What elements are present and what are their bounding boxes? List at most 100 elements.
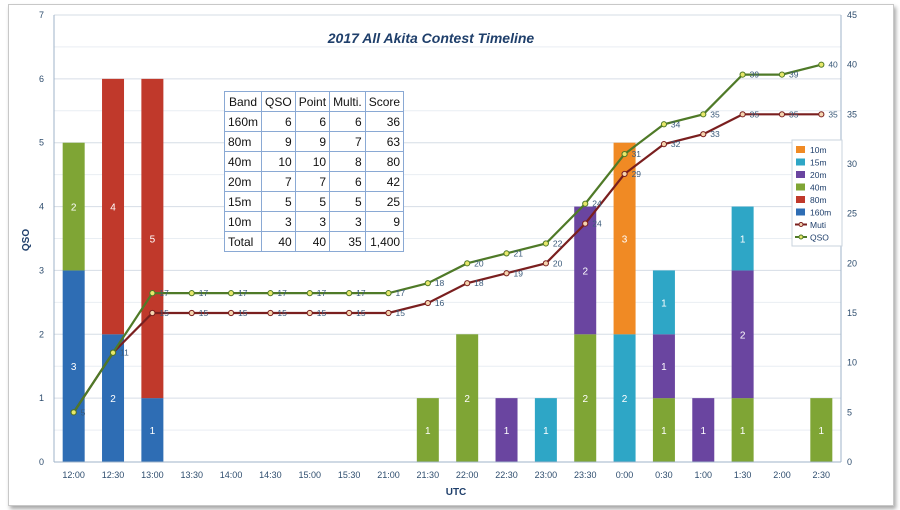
point-label-QSO: 35 [710, 109, 720, 119]
legend-label-15m: 15m [810, 158, 827, 168]
table-cell: 7 [261, 171, 296, 192]
bar-15m [613, 334, 636, 462]
table-header-cell: Point [294, 91, 331, 112]
legend-label-20m: 20m [810, 170, 827, 180]
point-label-Muti: 20 [553, 258, 563, 268]
point-label-Muti: 35 [750, 109, 760, 119]
x-tick-label: 12:30 [102, 470, 125, 480]
point-label-Muti: 15 [395, 308, 405, 318]
y-tick-label: 2 [39, 329, 44, 339]
contest-timeline-chart: 2017 All Akita Contest Timeline 32145212… [21, 10, 857, 498]
table-cell: 35 [329, 231, 366, 252]
table-cell: 3 [294, 211, 331, 232]
x-tick-label: 15:30 [338, 470, 361, 480]
bar-15m [652, 270, 675, 335]
table-cell: 9 [364, 211, 405, 232]
point-Muti [582, 220, 589, 227]
table-row: 20m 7 7 6 42 [223, 171, 405, 192]
bar-20m [495, 398, 518, 462]
gridlines [54, 14, 841, 463]
bar-value-label: 1 [661, 298, 667, 309]
bar-20m [574, 206, 597, 335]
bar-value-label: 1 [661, 426, 667, 437]
bar-value-label: 5 [150, 235, 156, 246]
table-cell: 10 [294, 151, 331, 172]
y2-tick-label: 20 [847, 258, 857, 268]
point-label-QSO: 39 [750, 70, 760, 80]
x-tick-label: 14:00 [220, 470, 243, 480]
point-label-QSO: 31 [632, 149, 642, 159]
x-tick-label: 13:30 [180, 470, 203, 480]
y-tick-label: 1 [39, 393, 44, 403]
score-table-header: Band QSO Point Multi. Score [223, 91, 405, 112]
point-label-Muti: 15 [238, 308, 248, 318]
x-tick-label: 14:30 [259, 470, 282, 480]
bar-160m [141, 398, 164, 462]
x-tick-label: 23:00 [535, 470, 558, 480]
bar-value-label: 1 [740, 235, 746, 246]
point-label-QSO: 17 [356, 288, 366, 298]
point-Muti [542, 260, 549, 267]
point-QSO [778, 71, 786, 78]
point-label-QSO: 34 [671, 119, 681, 129]
legend-label-Muti: Muti [810, 220, 826, 230]
point-label-Muti: 19 [514, 268, 524, 278]
point-label-QSO: 24 [592, 199, 602, 209]
point-QSO [621, 150, 628, 158]
table-cell: 6 [329, 111, 366, 132]
table-cell: 10m [223, 211, 263, 232]
legend-swatch-80m [796, 196, 805, 203]
point-Muti [778, 111, 786, 118]
point-label-Muti: 15 [356, 308, 366, 318]
point-QSO [227, 290, 235, 297]
bar-value-label: 1 [425, 426, 431, 437]
point-Muti [385, 309, 392, 317]
point-Muti [464, 280, 471, 287]
point-QSO [267, 290, 274, 297]
bar-40m [652, 398, 675, 462]
table-row: 40m 10 10 8 80 [223, 151, 405, 172]
point-QSO [542, 240, 549, 247]
x-tick-label: 22:00 [456, 470, 479, 480]
table-row: 80m 9 9 7 63 [223, 131, 405, 152]
point-QSO [739, 71, 746, 78]
point-Muti [700, 131, 707, 138]
point-label-QSO: 17 [159, 288, 169, 298]
bar-15m [534, 398, 557, 462]
y-tick-label: 5 [39, 138, 44, 148]
legend-label-160m: 160m [810, 208, 831, 218]
legend-label-QSO: QSO [810, 233, 829, 243]
bar-value-label: 3 [622, 235, 628, 246]
x-tick-label: 21:30 [417, 470, 440, 480]
bar-160m [102, 334, 125, 462]
bar-value-label: 1 [740, 426, 746, 437]
legend: 10m 15m 20m 40m 80m 160m Muti QSO [791, 139, 843, 247]
point-label-Muti: 32 [671, 139, 681, 149]
legend-label-10m: 10m [810, 145, 827, 155]
y2-tick-label: 5 [847, 407, 852, 417]
point-Muti [818, 111, 825, 118]
x-tick-label: 0:30 [655, 470, 673, 480]
bar-20m [652, 334, 675, 399]
point-QSO [188, 290, 195, 297]
table-header-cell: QSO [261, 91, 296, 112]
y-tick-label: 6 [39, 74, 44, 84]
point-label-Muti: 29 [632, 169, 642, 179]
table-cell: 40 [261, 231, 296, 252]
table-row: 10m 3 3 3 9 [223, 211, 405, 232]
table-cell: 15m [223, 191, 263, 212]
legend-swatch-40m [796, 183, 805, 191]
legend-label-40m: 40m [810, 183, 827, 193]
point-label-Muti: 33 [710, 129, 720, 139]
table-row: 15m 5 5 5 25 [223, 191, 405, 212]
table-cell: 160m [223, 111, 263, 132]
point-label-QSO: 18 [435, 278, 445, 288]
table-cell: 40 [294, 231, 331, 252]
bar-160m [62, 270, 85, 462]
point-QSO [70, 409, 77, 416]
table-cell: 7 [294, 171, 331, 192]
point-QSO [385, 290, 392, 297]
point-Muti [306, 309, 313, 317]
